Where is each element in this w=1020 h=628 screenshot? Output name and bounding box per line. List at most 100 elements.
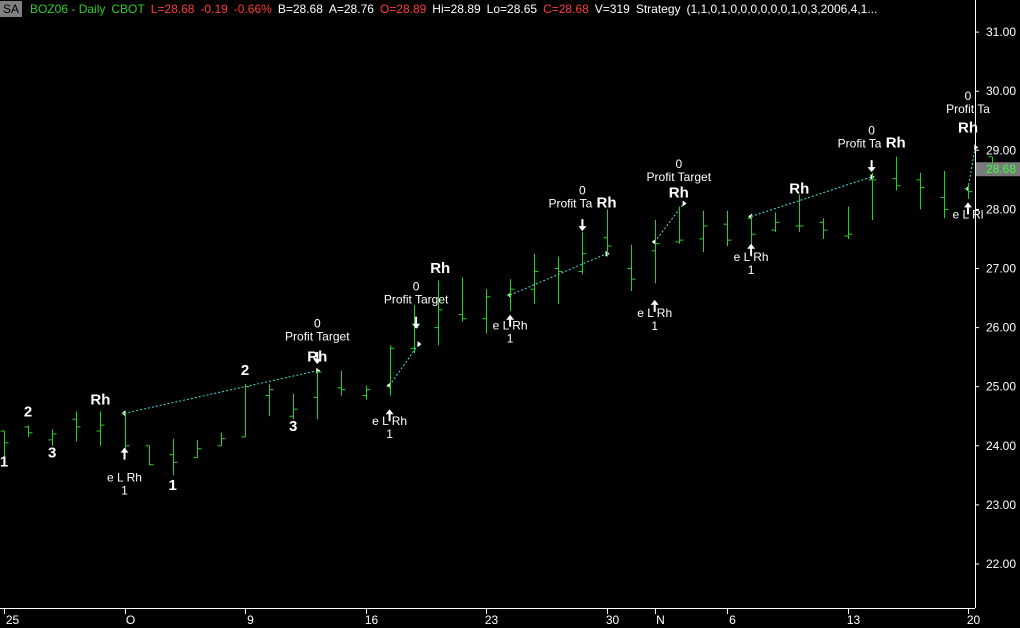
ohlc-bar: [193, 439, 202, 459]
last-price-label: L=28.68: [150, 2, 195, 16]
strategy-params: (1,1,0,1,0,0,0,0,0,0,1,0,3,2006,4,1...: [686, 2, 878, 16]
annotation-label: 0: [413, 279, 420, 293]
ohlc-bar: [434, 280, 443, 346]
ohlc-bar: [0, 430, 9, 459]
high-label: Hi=28.89: [432, 2, 481, 16]
price-tick-label: 23.00: [986, 498, 1016, 512]
exit-marker: [316, 367, 321, 374]
annotation-label: Rh: [597, 195, 617, 212]
price-tick-label: 29.00: [986, 143, 1016, 157]
ohlc-bar: [892, 156, 901, 191]
ohlc-bar: [771, 212, 780, 232]
annotation-label: Rh: [669, 185, 689, 202]
symbol-box[interactable]: SA: [0, 1, 23, 17]
strategy-label: Strategy: [635, 2, 681, 16]
ohlc-bar: [145, 445, 154, 466]
arrow-up-icon: [385, 409, 394, 422]
date-tick-label: 23: [485, 613, 499, 627]
exit-marker: [417, 341, 422, 348]
ask-label: A=28.76: [328, 2, 374, 16]
ohlc-bar: [868, 172, 877, 221]
ohlc-bars: [0, 156, 997, 476]
ohlc-bar: [313, 370, 322, 420]
annotation-label: Rh: [886, 134, 906, 151]
ohlc-bar: [96, 411, 105, 446]
arrow-up-icon: [120, 447, 129, 460]
annotation-label: 2: [241, 362, 249, 379]
arrow-down-icon: [578, 219, 587, 232]
price-tick-label: 26.00: [986, 321, 1016, 335]
annotation-label: e L Rh: [734, 250, 769, 264]
annotation-label: Profit Ta: [548, 197, 592, 211]
exit-marker: [682, 200, 687, 207]
annotation-label: Profit Target: [384, 292, 449, 306]
annotation-label: 3: [289, 418, 297, 435]
ohlc-bar: [506, 279, 515, 312]
ohlc-bar: [844, 206, 853, 239]
annotation-label: Rh: [307, 348, 327, 365]
date-axis: 25 O 9 16 23 30 N 6 13 20: [0, 608, 980, 627]
date-tick-label: N: [656, 613, 665, 627]
annotation-label: Rh: [90, 391, 110, 408]
date-tick-label: 25: [6, 613, 20, 627]
annotation-label: 1: [507, 331, 514, 345]
annotation-label: Rh: [958, 120, 978, 137]
annotation-label: 0: [965, 89, 972, 103]
trendline-0: [124, 370, 318, 414]
annotation-label: e L Rh: [107, 470, 142, 484]
annotation-label: 0: [579, 184, 586, 198]
arrow-down-icon: [412, 316, 421, 329]
ohlc-bar: [603, 209, 612, 257]
arrow-up-icon: [650, 299, 659, 312]
annotation-label: 1: [169, 477, 177, 494]
annotation-label: Profit Target: [647, 170, 712, 184]
annotation-label: 0: [675, 157, 682, 171]
change-label: -0.19: [200, 2, 228, 16]
annotation-label: Profit Ta: [838, 136, 882, 150]
price-tick-label: 22.00: [986, 557, 1016, 571]
date-tick-label: 13: [847, 613, 861, 627]
ohlc-bar: [72, 411, 81, 442]
annotation-label: Rh: [789, 180, 809, 197]
annotation-label: 1: [386, 427, 393, 441]
ohlc-bar: [675, 206, 684, 244]
annotation-label: e L Rh: [493, 318, 528, 332]
ohlc-bar: [289, 393, 298, 420]
price-tick-label: 28.00: [986, 202, 1016, 216]
ohlc-bar: [795, 194, 804, 232]
ohlc-bar: [265, 383, 274, 417]
price-tick-label: 25.00: [986, 380, 1016, 394]
arrow-up-icon: [747, 243, 756, 256]
arrow-up-icon: [964, 202, 972, 215]
trendline-4: [750, 176, 872, 217]
ohlc-bar: [940, 170, 949, 219]
ohlc-bar: [24, 425, 33, 437]
trendline-5: [967, 147, 976, 189]
ohlc-bar: [48, 429, 57, 446]
ohlc-bar: [337, 370, 346, 396]
last-price-box: [976, 162, 1020, 177]
arrow-up-icon: [506, 314, 515, 327]
date-tick-label: 16: [365, 613, 379, 627]
bid-label: B=28.68: [277, 2, 323, 16]
signal-arrows: [120, 160, 972, 460]
ohlc-bar: [386, 345, 395, 396]
trendlines: [121, 144, 979, 417]
ohlc-bar: [217, 432, 226, 447]
ohlc-bar: [362, 385, 371, 400]
annotation-label: Profit Ta: [946, 102, 990, 116]
percent-change-label: -0.66%: [233, 2, 272, 16]
arrow-down-icon: [867, 160, 876, 173]
annotation-label: Profit Target: [285, 330, 350, 344]
annotation-label: 1: [121, 483, 128, 497]
exchange-label: CBOT: [111, 2, 145, 16]
ohlc-bar: [458, 277, 467, 322]
ohlc-bar: [578, 231, 587, 275]
date-tick-label: 30: [606, 613, 620, 627]
price-tick-label: 31.00: [986, 25, 1016, 39]
close-label: C=28.68: [543, 2, 589, 16]
ohlc-bar: [530, 253, 539, 304]
trendline-3: [654, 203, 685, 243]
